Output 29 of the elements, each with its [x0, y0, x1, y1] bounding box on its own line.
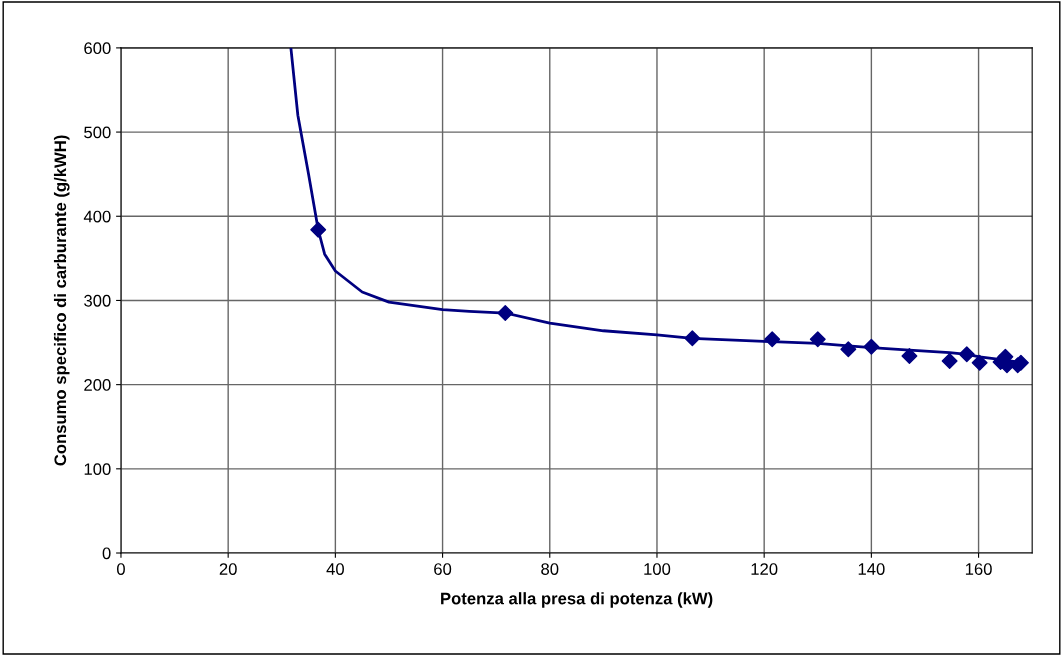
x-tick-label: 20 [219, 563, 237, 575]
x-tick-label: 40 [326, 563, 344, 575]
point [958, 346, 975, 363]
point [764, 331, 781, 348]
x-axis-title: Potenza alla presa di potenza (kW) [441, 592, 713, 608]
point [863, 338, 880, 355]
point [971, 354, 988, 371]
point [901, 348, 918, 364]
x-tick-label: 160 [965, 563, 992, 575]
point [941, 353, 958, 370]
point [310, 221, 327, 238]
y-tick-label: 500 [84, 126, 111, 139]
y-axis-title: Consumo specifico di carburante (g/kWH) [53, 135, 70, 466]
point [840, 341, 857, 358]
point [497, 305, 514, 322]
x-tick-label: 120 [751, 563, 778, 575]
y-tick-label: 400 [83, 210, 111, 223]
y-tick-label: 600 [84, 42, 111, 55]
x-tick-label: 140 [858, 563, 885, 575]
point [684, 330, 701, 347]
x-tick-label: 100 [644, 563, 671, 575]
y-tick-label: 0 [102, 547, 111, 560]
point [809, 331, 826, 348]
x-tick-label: 60 [434, 563, 452, 575]
x-tick-label: 0 [116, 563, 125, 575]
y-tick-label: 200 [84, 379, 111, 391]
y-tick-label: 300 [84, 294, 111, 307]
y-tick-label: 100 [84, 463, 111, 476]
x-tick-label: 80 [541, 563, 559, 575]
